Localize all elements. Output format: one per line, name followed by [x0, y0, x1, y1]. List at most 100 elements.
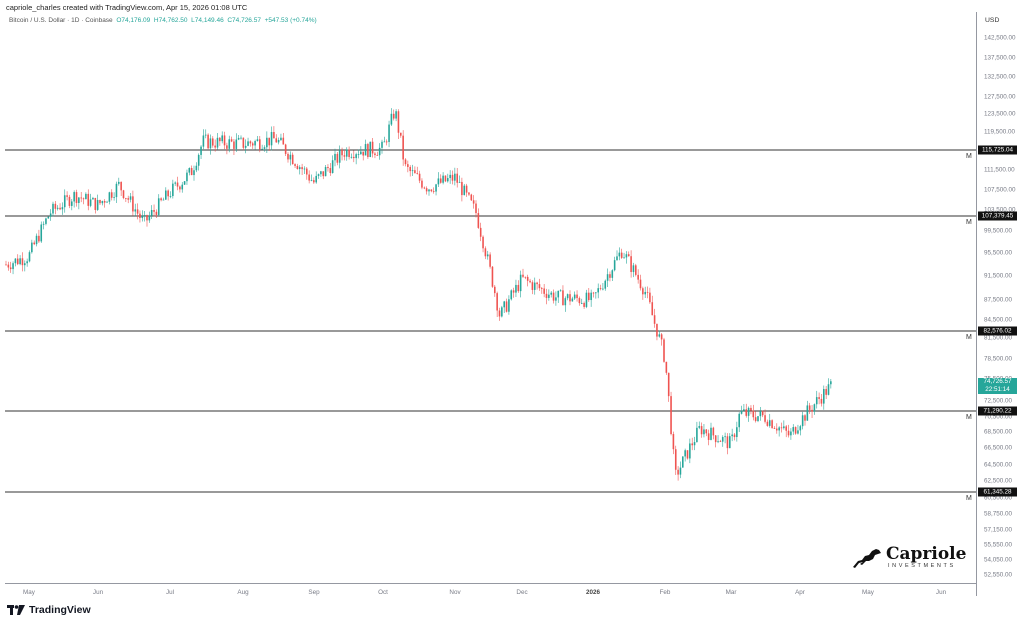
candle	[132, 190, 134, 216]
candle	[362, 151, 364, 161]
candle	[329, 163, 332, 176]
price-tick-label: 68,500.00	[984, 428, 1013, 436]
candle	[494, 285, 496, 297]
candle	[364, 139, 367, 156]
open-value: O74,176.09	[116, 17, 151, 24]
candle	[733, 432, 736, 441]
candle	[73, 190, 75, 208]
level-marker: M	[966, 334, 972, 341]
tradingview-wordmark: TradingView	[29, 604, 91, 616]
candle	[590, 289, 592, 307]
candle	[811, 405, 813, 418]
candle	[143, 210, 146, 222]
candle	[576, 290, 578, 302]
candle	[395, 109, 397, 122]
candle	[743, 403, 745, 412]
candle	[418, 170, 421, 184]
tradingview-logo[interactable]: TradingView	[7, 604, 91, 616]
candle	[308, 170, 310, 184]
candle	[42, 221, 45, 230]
candle	[193, 165, 195, 181]
candle	[80, 192, 82, 203]
price-tick-label: 107,500.00	[984, 186, 1016, 194]
candle	[89, 193, 92, 208]
time-tick-label: Sep	[308, 589, 320, 596]
candle	[294, 163, 296, 169]
candle	[181, 182, 184, 193]
candle	[280, 133, 282, 141]
candle	[679, 461, 682, 479]
candle	[331, 155, 334, 174]
symbol-legend: Bitcoin / U.S. Dollar · 1D · Coinbase O7…	[9, 17, 317, 24]
candle	[38, 229, 40, 243]
price-axis-line	[976, 12, 977, 596]
candle	[226, 142, 228, 155]
price-tick-label: 137,500.00	[984, 54, 1016, 62]
candle	[522, 268, 524, 279]
candle	[31, 239, 33, 254]
price-tick-label: 91,500.00	[984, 272, 1013, 280]
candle	[233, 138, 235, 156]
capriole-watermark: Capriole INVESTMENTS	[852, 546, 966, 569]
level-marker: M	[966, 495, 972, 502]
candle	[125, 197, 127, 203]
candle	[183, 181, 186, 186]
candle	[275, 134, 278, 143]
price-tick-label: 142,500.00	[984, 34, 1016, 42]
candle	[266, 131, 268, 154]
candle	[776, 423, 778, 434]
candle	[254, 139, 256, 150]
candle	[28, 250, 31, 263]
candle	[263, 145, 266, 152]
candle	[54, 201, 57, 215]
candle	[388, 120, 390, 148]
candle	[526, 274, 529, 287]
candle	[649, 287, 651, 304]
candle	[486, 250, 489, 260]
candle	[56, 205, 59, 211]
candle	[423, 186, 426, 190]
candle	[714, 435, 717, 448]
candle	[273, 126, 275, 139]
candle	[127, 195, 129, 204]
candle	[261, 144, 263, 150]
candle	[209, 134, 212, 155]
price-tick-label: 103,500.00	[984, 206, 1016, 214]
candle	[498, 307, 501, 321]
candlestick-plot[interactable]	[0, 0, 976, 584]
candle	[355, 152, 357, 165]
candle	[815, 390, 818, 409]
candle	[134, 203, 137, 216]
candle	[604, 279, 607, 291]
candle	[179, 185, 181, 193]
price-tick-label: 84,500.00	[984, 316, 1013, 324]
price-tick-label: 87,500.00	[984, 296, 1013, 304]
candle	[745, 403, 748, 418]
candle	[712, 426, 715, 440]
candle	[787, 424, 790, 438]
low-value: L74,149.46	[191, 17, 224, 24]
candle	[677, 466, 679, 481]
candle	[585, 289, 588, 309]
candle	[489, 252, 491, 269]
price-tick-label: 55,550.00	[984, 541, 1013, 549]
candle	[176, 176, 179, 191]
candle	[635, 263, 637, 277]
candle	[197, 153, 200, 171]
price-tick-label: 58,750.00	[984, 510, 1013, 518]
candle	[510, 289, 513, 301]
time-axis-line	[5, 583, 976, 584]
candle	[465, 183, 468, 197]
candle	[24, 260, 26, 272]
candle	[689, 438, 691, 464]
candle	[447, 173, 449, 183]
candle	[9, 261, 12, 273]
candle	[157, 194, 160, 216]
candle	[249, 140, 252, 147]
candle	[120, 181, 122, 197]
time-tick-label: Jun	[92, 589, 104, 596]
candle	[703, 423, 705, 438]
candle	[428, 188, 430, 196]
candle	[623, 252, 625, 259]
candle	[385, 139, 388, 146]
